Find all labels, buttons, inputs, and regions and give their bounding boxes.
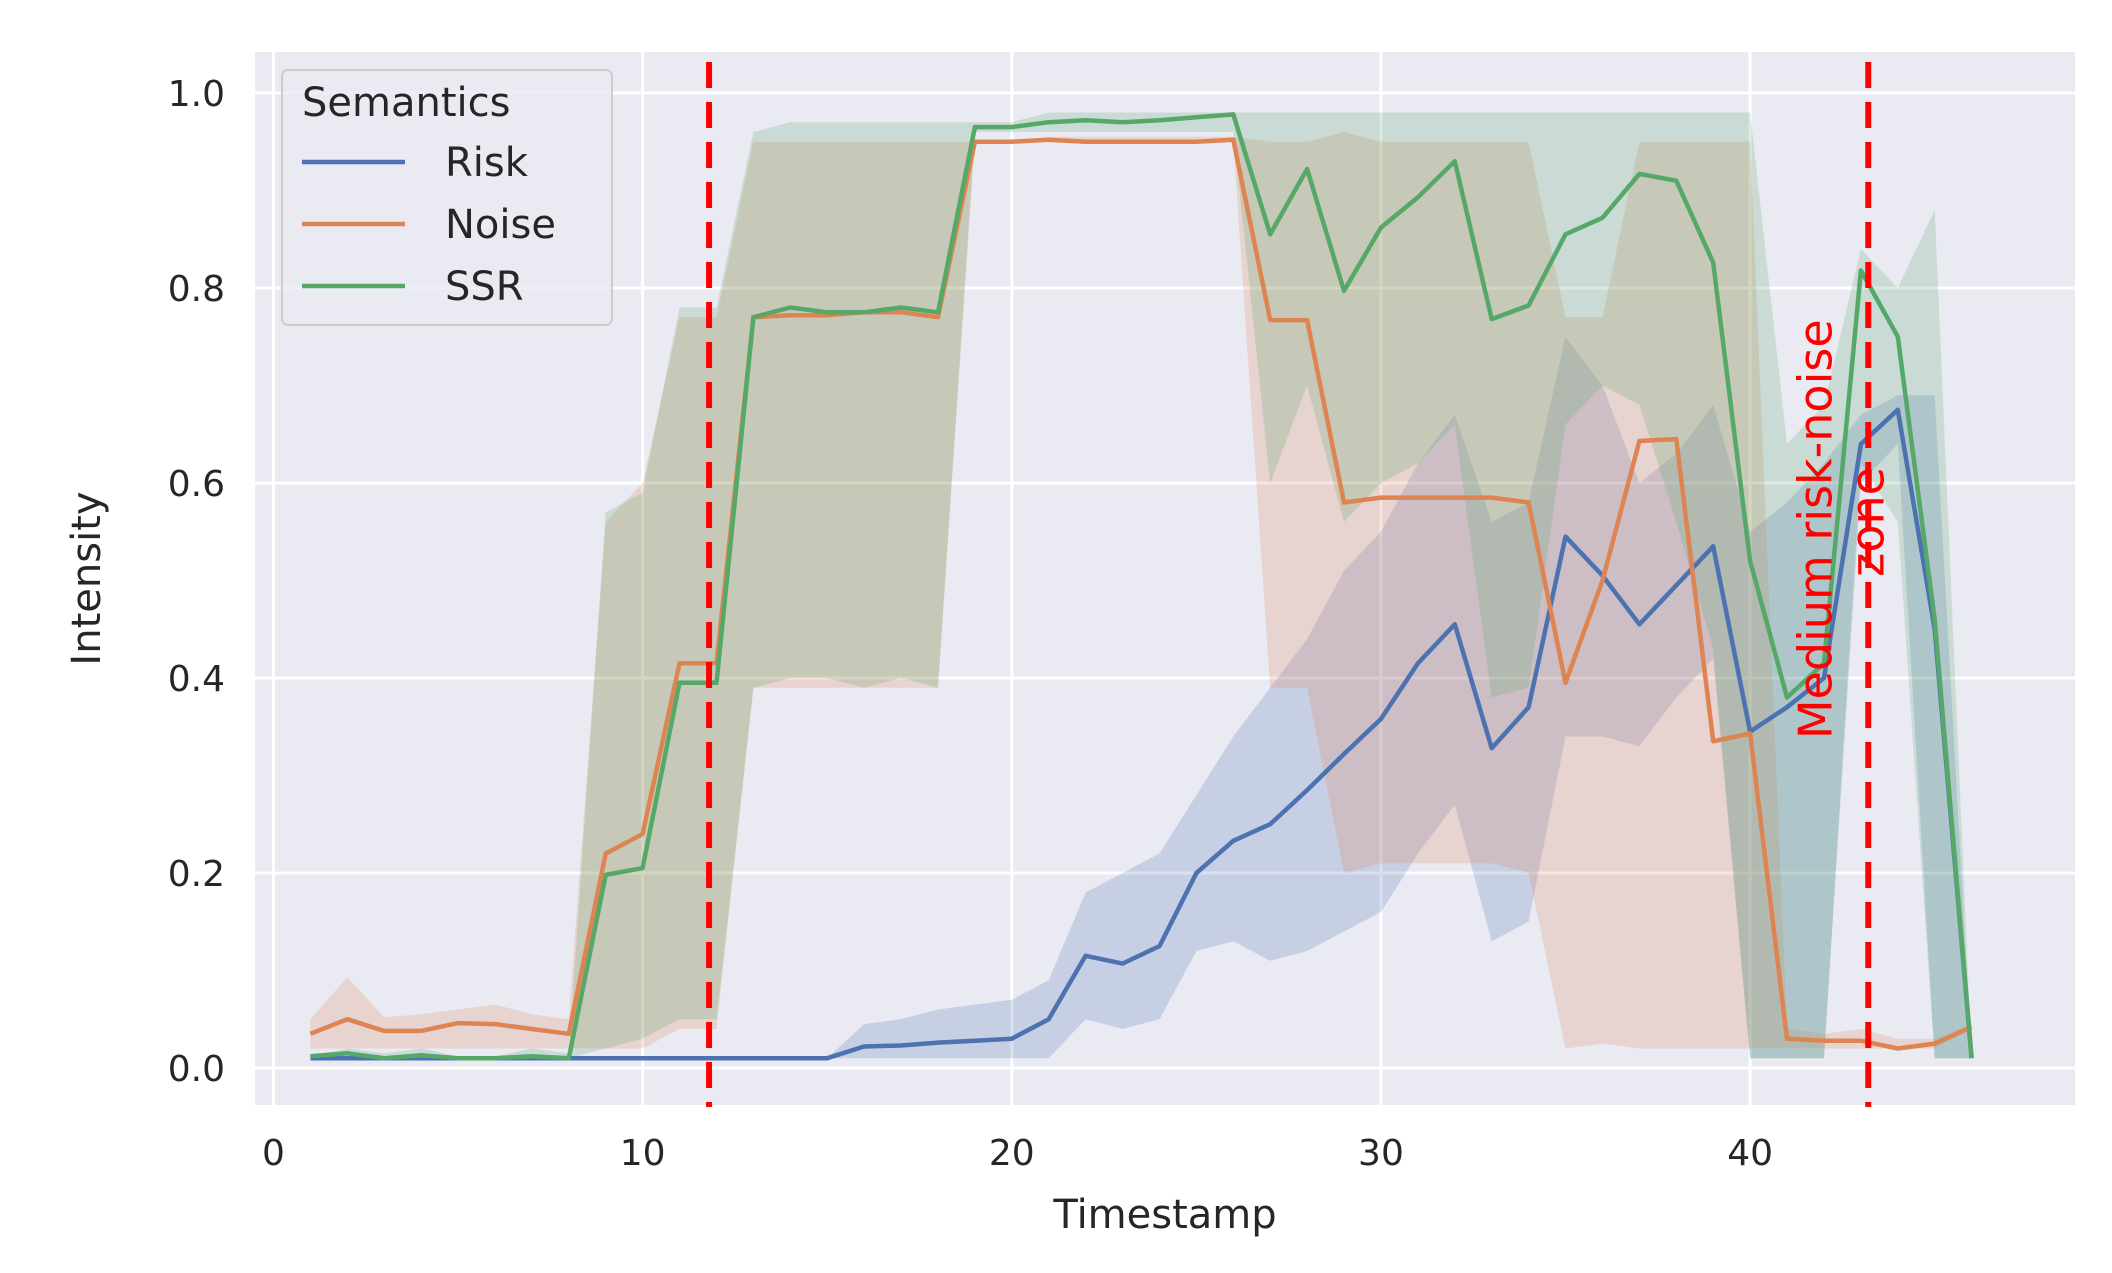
- ssr-confidence-band: [310, 112, 1972, 1059]
- series-lines: [309, 112, 1974, 1061]
- x-tick-label-1: 10: [620, 1133, 666, 1174]
- legend-label-ssr: SSR: [445, 264, 524, 310]
- x-tick-label-4: 40: [1727, 1133, 1773, 1174]
- annotation-text-line1: Medium risk-noise: [1788, 319, 1842, 739]
- legend-title: Semantics: [302, 80, 510, 126]
- annotation-text: Medium risk-noise zone: [1788, 305, 1894, 739]
- y-tick-label-4: 0.8: [168, 269, 225, 310]
- x-tick-label-2: 20: [989, 1133, 1035, 1174]
- confidence-bands: [310, 112, 1972, 1059]
- y-tick-label-1: 0.2: [168, 854, 225, 895]
- grid-lines: [255, 52, 2075, 1105]
- legend-items: Risk Noise SSR: [302, 140, 556, 310]
- legend: Semantics Risk Noise SSR: [281, 69, 613, 326]
- ssr-series-line: [310, 112, 1974, 1061]
- annotation-text-line2: zone: [1840, 467, 1894, 577]
- risk-confidence-band: [310, 336, 1972, 1059]
- y-tick-label-3: 0.6: [168, 464, 225, 505]
- x-tick-label-3: 30: [1358, 1133, 1404, 1174]
- risk-series-line: [310, 407, 1974, 1061]
- noise-series-line: [309, 137, 1973, 1051]
- y-tick-label-5: 1.0: [168, 74, 225, 115]
- tick-labels: 0 10 20 30 40 0.0 0.2 0.4 0.6 0.8 1.0: [168, 74, 1773, 1174]
- legend-box: [281, 69, 613, 326]
- y-tick-label-2: 0.4: [168, 659, 225, 700]
- noise-confidence-band: [310, 132, 1972, 1049]
- y-axis-label: Intensity: [64, 491, 110, 665]
- legend-label-noise: Noise: [445, 202, 556, 248]
- legend-label-risk: Risk: [445, 140, 529, 186]
- x-axis-label: Timestamp: [1052, 1192, 1276, 1238]
- x-tick-label-0: 0: [262, 1133, 285, 1174]
- annotation-vlines: [706, 62, 1872, 1107]
- y-tick-label-0: 0.0: [168, 1049, 225, 1090]
